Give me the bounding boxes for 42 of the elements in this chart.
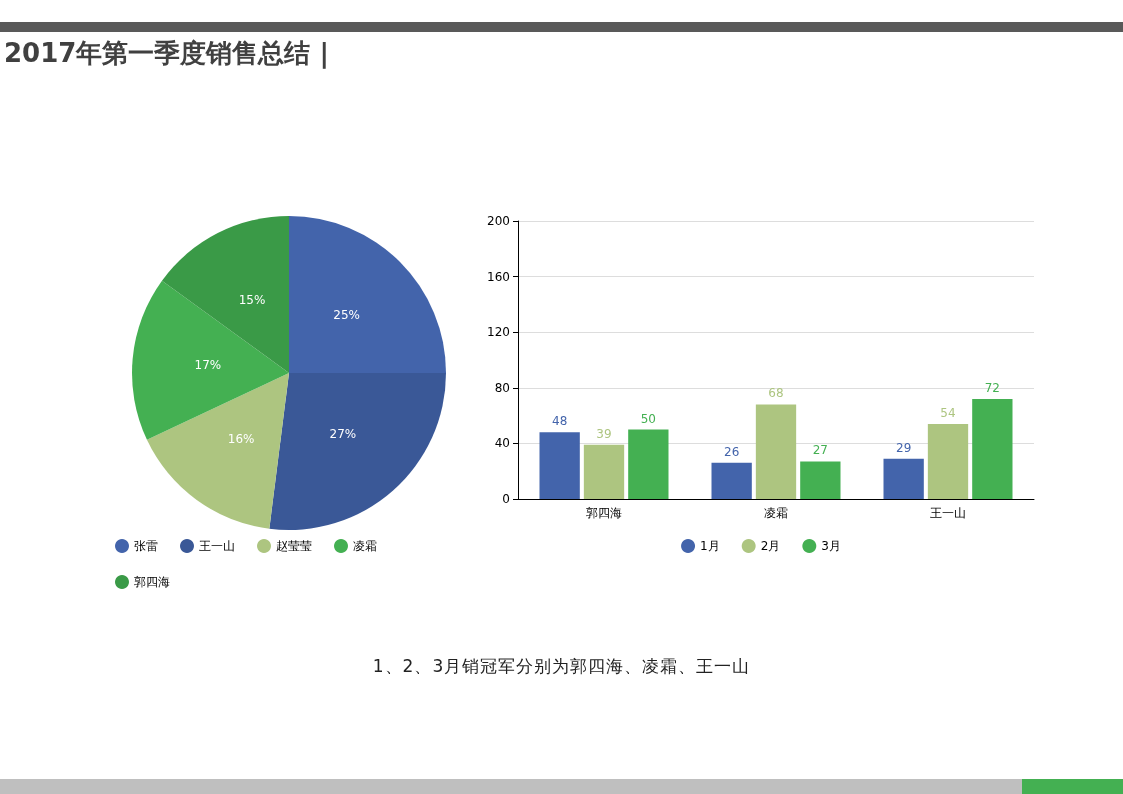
legend-label: 3月 — [821, 539, 841, 553]
text: 1、2、3月销冠军分别为郭四海、凌霜、王一山 — [371, 655, 752, 678]
x-tick-label: 郭四海 — [586, 506, 622, 520]
y-tick-label: 40 — [494, 436, 510, 451]
data-label: 17% — [194, 358, 222, 373]
x-tick-label: 凌霜 — [764, 506, 788, 520]
legend-label: 王一山 — [199, 539, 235, 553]
data-label: 50 — [640, 411, 656, 426]
bar — [927, 423, 969, 499]
data-label: 48 — [552, 414, 568, 429]
bar — [539, 432, 580, 499]
bar — [628, 429, 669, 499]
data-label: 39 — [596, 426, 612, 441]
y-tick-label: 80 — [494, 380, 510, 395]
data-label: 27% — [329, 427, 357, 442]
data-label: 26 — [724, 444, 740, 459]
y-tick-label: 0 — [502, 492, 510, 506]
bar — [800, 461, 841, 499]
y-tick-label: 120 — [487, 325, 510, 340]
y-tick-label: 160 — [487, 269, 510, 284]
data-label: 16% — [227, 431, 255, 446]
legend-label: 郭四海 — [134, 575, 170, 589]
legend-label: 张雷 — [134, 539, 158, 553]
bar — [883, 458, 924, 499]
data-label: 29 — [896, 440, 912, 455]
legend-label: 赵莹莹 — [276, 539, 312, 553]
legend-label: 凌霜 — [353, 539, 377, 553]
bar — [711, 462, 752, 499]
data-label: 54 — [940, 405, 956, 420]
data-label: 15% — [238, 293, 266, 308]
bar — [583, 444, 625, 499]
y-tick-label: 200 — [487, 214, 510, 228]
data-label: 72 — [984, 380, 1000, 395]
data-label: 27 — [812, 443, 828, 458]
data-label: 25% — [333, 308, 360, 323]
chart-title: 2017年第一季度销售总结 | — [4, 37, 329, 71]
bar — [755, 404, 797, 499]
bar — [972, 398, 1013, 499]
data-label: 68 — [768, 386, 784, 401]
legend-label: 2月 — [760, 539, 781, 553]
x-tick-label: 王一山 — [930, 506, 966, 520]
legend-label: 1月 — [700, 539, 720, 553]
